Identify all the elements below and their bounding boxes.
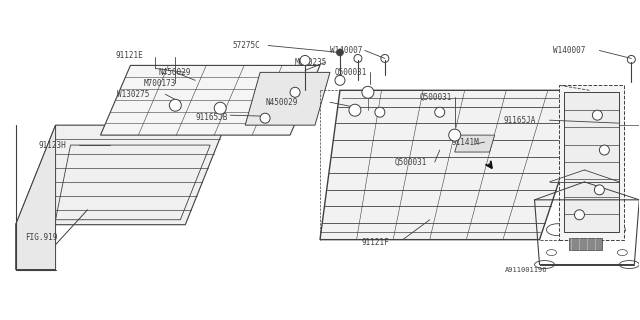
- Polygon shape: [15, 125, 56, 269]
- Circle shape: [300, 55, 310, 65]
- Circle shape: [575, 210, 584, 220]
- Polygon shape: [454, 135, 495, 152]
- Ellipse shape: [92, 206, 119, 224]
- Text: Q500031: Q500031: [420, 93, 452, 102]
- Text: 91121F: 91121F: [362, 238, 390, 247]
- Text: N450029: N450029: [265, 98, 298, 107]
- Text: 91123H: 91123H: [38, 140, 67, 149]
- Polygon shape: [320, 90, 589, 240]
- Text: 91121E: 91121E: [115, 51, 143, 60]
- Circle shape: [627, 55, 636, 63]
- Polygon shape: [570, 238, 602, 250]
- Circle shape: [290, 87, 300, 97]
- Circle shape: [170, 99, 181, 111]
- Text: A911001196: A911001196: [504, 267, 547, 273]
- Circle shape: [260, 113, 270, 123]
- Text: W130275: W130275: [118, 90, 150, 99]
- Polygon shape: [100, 65, 320, 135]
- Circle shape: [435, 107, 445, 117]
- Text: Q500031: Q500031: [335, 68, 367, 77]
- Text: Q500031: Q500031: [395, 157, 428, 166]
- Text: 91141M: 91141M: [452, 138, 479, 147]
- Circle shape: [375, 107, 385, 117]
- Circle shape: [349, 104, 361, 116]
- Polygon shape: [15, 125, 225, 225]
- Text: W140007: W140007: [554, 46, 586, 55]
- Circle shape: [595, 185, 604, 195]
- Text: 91165JB: 91165JB: [195, 113, 228, 122]
- Polygon shape: [245, 72, 330, 125]
- Text: 57275C: 57275C: [232, 41, 260, 50]
- Text: FIG.919: FIG.919: [25, 233, 57, 242]
- Text: M700173: M700173: [143, 79, 176, 88]
- Polygon shape: [559, 85, 625, 240]
- Circle shape: [593, 110, 602, 120]
- Circle shape: [337, 49, 344, 56]
- Circle shape: [600, 145, 609, 155]
- Circle shape: [354, 54, 362, 62]
- Text: N450029: N450029: [158, 68, 191, 77]
- Text: 91165JA: 91165JA: [504, 116, 536, 125]
- Text: W140007: W140007: [330, 46, 362, 55]
- Circle shape: [335, 76, 345, 85]
- Polygon shape: [564, 92, 620, 232]
- Circle shape: [449, 129, 461, 141]
- Circle shape: [362, 86, 374, 98]
- Circle shape: [214, 102, 226, 114]
- Text: M000235: M000235: [295, 58, 328, 67]
- Circle shape: [381, 54, 389, 62]
